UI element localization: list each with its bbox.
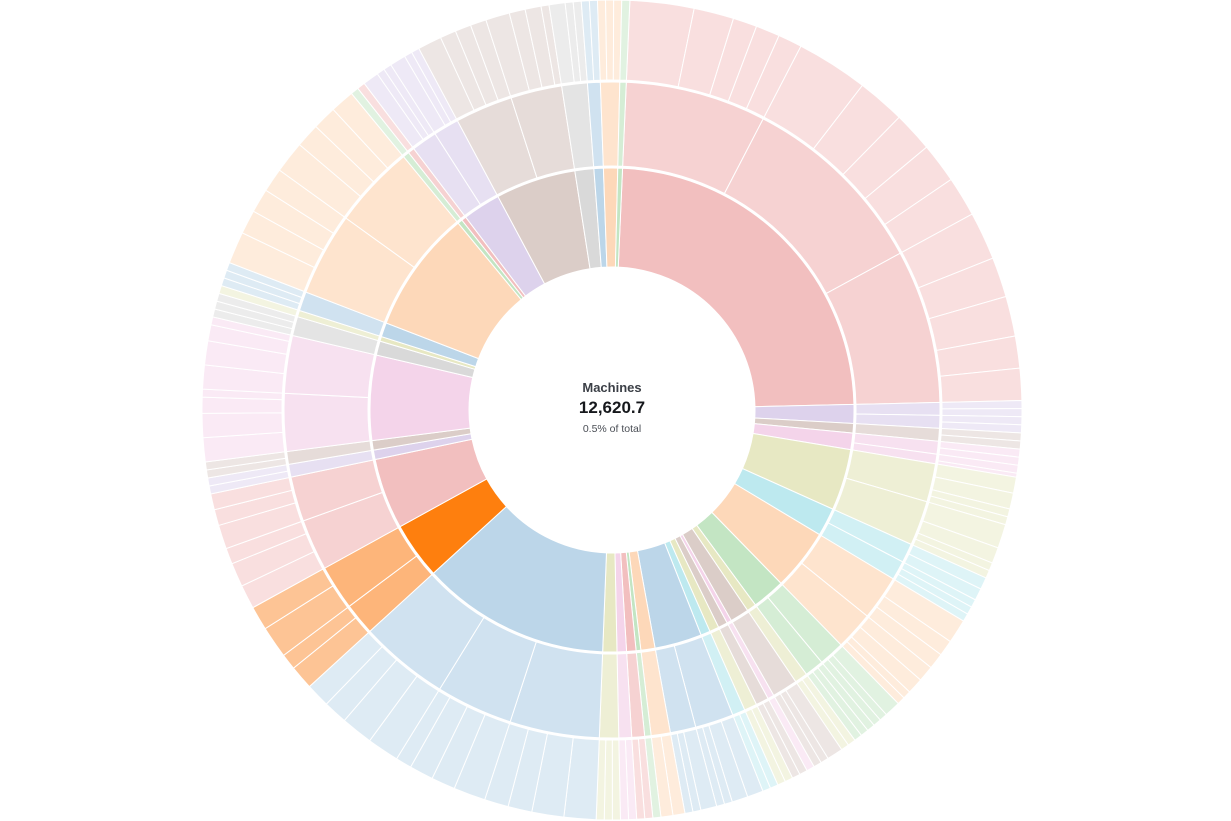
sunburst-segment-l2-37-0[interactable] — [617, 81, 627, 167]
sunburst-segment-l3-36-0-1[interactable] — [605, 0, 615, 81]
sunburst-segment-l2-36-0[interactable] — [599, 81, 621, 167]
sunburst-segment-l3-1-0-0[interactable] — [941, 399, 1023, 410]
sunburst-segment-l1-37[interactable] — [614, 167, 624, 268]
sunburst-segment-l3-37-0-0[interactable] — [619, 0, 631, 81]
sunburst-segment-l2-25-0[interactable] — [283, 392, 371, 453]
sunburst-segment-l3-19-0-0[interactable] — [611, 739, 621, 821]
sunburst-segment-l2-1-0[interactable] — [855, 401, 941, 416]
sunburst-segment-l1-0[interactable] — [617, 167, 855, 408]
